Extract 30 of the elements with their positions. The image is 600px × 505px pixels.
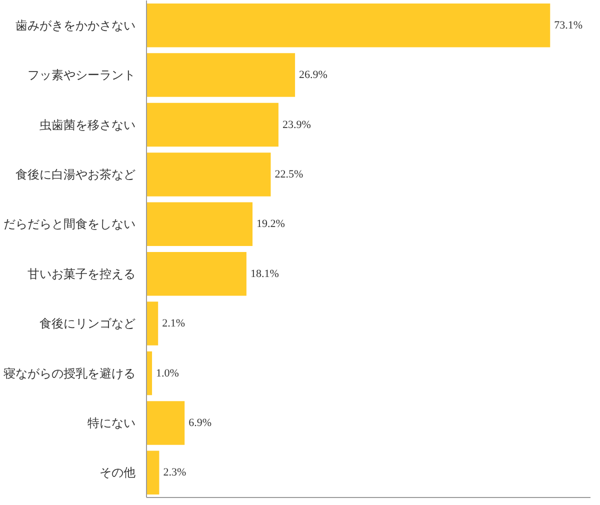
- y-tick-label: 特にない: [88, 416, 136, 430]
- data-label: 2.1%: [162, 318, 186, 330]
- data-label: 2.3%: [163, 466, 186, 479]
- bar: [146, 53, 296, 97]
- data-label: 19.2%: [256, 218, 285, 230]
- y-tick-label: 寝ながらの授乳を避ける: [4, 366, 136, 380]
- bar: [146, 252, 246, 296]
- bar: [146, 202, 253, 246]
- bar: [146, 450, 160, 495]
- bar: [146, 401, 185, 445]
- data-label: 22.5%: [274, 168, 304, 180]
- bar: [146, 3, 550, 48]
- y-tick-label: フッ素やシーラント: [28, 68, 136, 82]
- data-label: 1.0%: [156, 367, 179, 380]
- bar: [146, 351, 152, 396]
- y-tick-label: 食後にリンゴなど: [40, 316, 136, 331]
- y-tick-label: 虫歯菌を移さない: [40, 118, 136, 132]
- y-tick-label: 歯みがきをかかさない: [16, 18, 136, 32]
- y-tick-label: 甘いお菓子を控える: [28, 266, 136, 281]
- y-tick-label: その他: [100, 466, 136, 480]
- data-label: 23.9%: [282, 118, 311, 131]
- bar: [146, 302, 158, 346]
- bar: [146, 102, 278, 147]
- y-tick-label: 食後に白湯やお茶など: [16, 167, 136, 182]
- data-label: 18.1%: [250, 268, 279, 280]
- bar: [146, 152, 271, 196]
- y-tick-label: だらだらと間食をしない: [4, 217, 136, 232]
- data-label: 73.1%: [554, 19, 583, 32]
- data-label: 6.9%: [188, 416, 212, 429]
- data-label: 26.9%: [299, 69, 328, 82]
